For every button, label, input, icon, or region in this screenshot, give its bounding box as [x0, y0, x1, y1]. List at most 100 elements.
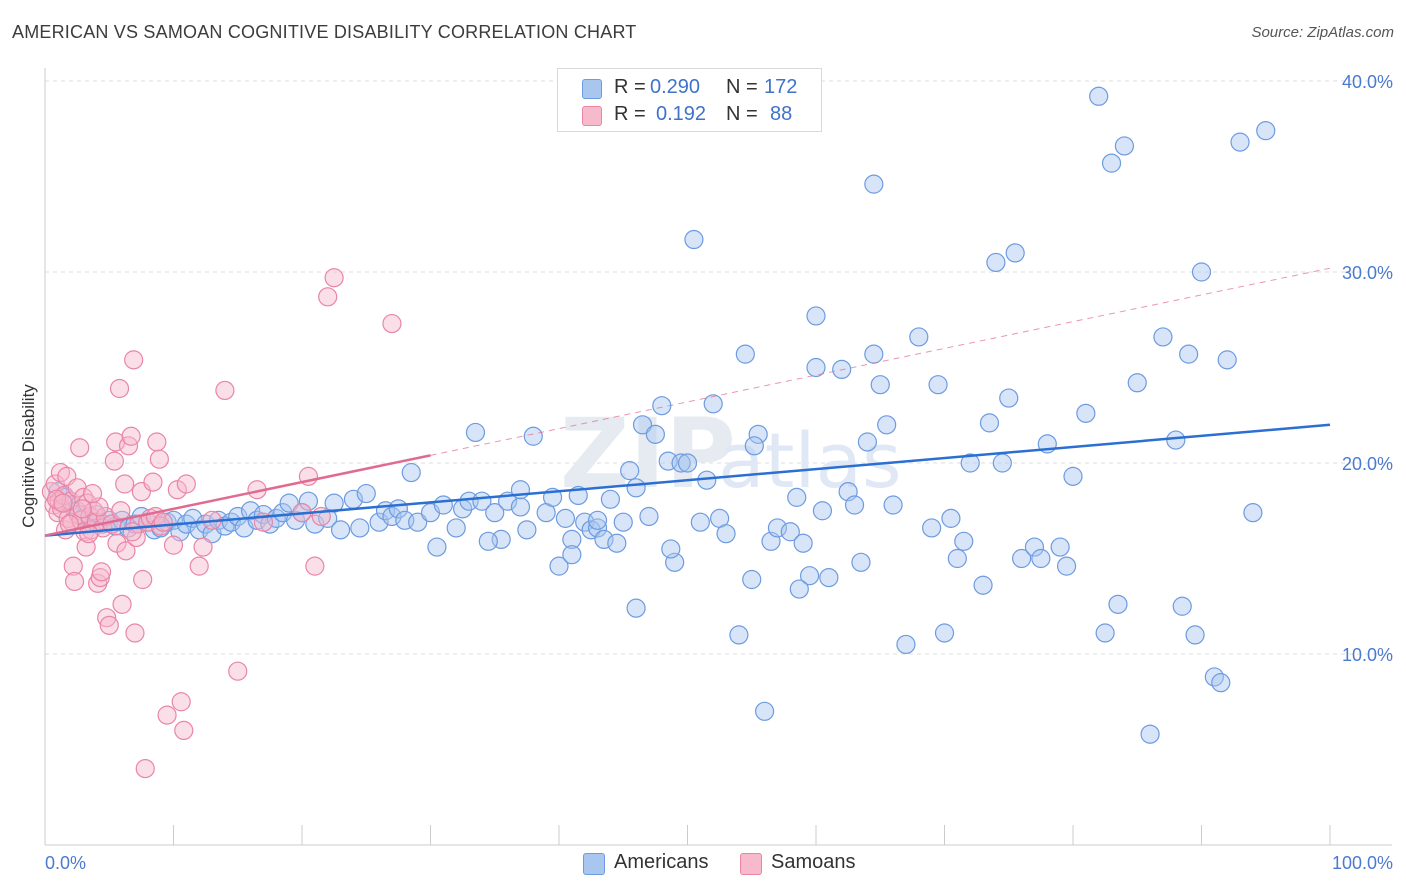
data-point [960, 453, 980, 473]
data-point [1217, 350, 1237, 370]
data-point [562, 529, 582, 550]
data-point [661, 539, 681, 559]
data-point [157, 705, 177, 725]
data-point [143, 472, 163, 492]
data-point [1101, 153, 1122, 173]
legend-label-americans: Americans [614, 851, 709, 873]
data-point [153, 512, 173, 532]
data-points [41, 86, 1276, 779]
y-tick-label: 20.0% [1342, 454, 1393, 474]
data-point [587, 518, 608, 538]
source-label: Source: ZipAtlas.com [1251, 24, 1394, 41]
data-point [1031, 548, 1051, 569]
data-point [318, 287, 338, 307]
data-point [549, 556, 569, 576]
legend-n-label: N = [726, 76, 758, 98]
data-point [690, 512, 710, 532]
data-point [787, 487, 807, 507]
data-point [350, 518, 370, 538]
data-point [754, 701, 775, 721]
data-point [857, 432, 878, 452]
data-point [174, 720, 194, 741]
x-tick-label: 0.0% [45, 853, 86, 873]
data-point [1179, 344, 1199, 364]
data-point [298, 491, 319, 511]
data-point [122, 522, 142, 542]
data-point [109, 378, 130, 399]
data-point [626, 478, 646, 498]
data-point [600, 489, 621, 509]
data-point [485, 503, 505, 523]
data-point [922, 518, 942, 538]
data-point [677, 453, 698, 473]
data-point [1114, 136, 1135, 156]
data-point [478, 531, 498, 551]
data-point [632, 415, 653, 435]
trend-line-samoans [44, 454, 431, 537]
data-point [64, 571, 85, 592]
data-point [864, 344, 884, 364]
data-point [133, 569, 153, 590]
data-point [789, 579, 809, 599]
data-point [228, 661, 248, 681]
data-point [135, 758, 155, 779]
data-point [1063, 466, 1083, 486]
data-point [934, 623, 955, 643]
data-point [645, 424, 665, 444]
data-point [844, 495, 865, 515]
data-point [1140, 724, 1160, 744]
stats-legend: R = 0.290 N = 172 R = 0.192 N = 88 [557, 68, 822, 132]
data-point [992, 453, 1012, 473]
swatch-americans [583, 853, 605, 875]
data-point [806, 357, 826, 378]
legend-n-value: 88 [770, 103, 793, 125]
y-axis-label: Cognitive Disability [19, 384, 38, 528]
data-point [124, 350, 144, 370]
data-point [780, 522, 800, 542]
data-point [446, 518, 466, 538]
data-point [125, 623, 145, 643]
data-point [735, 344, 755, 364]
data-point [1011, 548, 1032, 569]
data-point [1243, 503, 1263, 523]
data-point [620, 461, 640, 481]
data-point [870, 375, 890, 395]
data-point [111, 501, 131, 521]
data-point [812, 501, 833, 521]
data-point [1108, 594, 1128, 614]
data-point [819, 567, 839, 588]
data-point [285, 510, 306, 530]
watermark-atlas: atlas [718, 416, 902, 505]
data-point [53, 493, 73, 513]
data-point [979, 413, 1000, 433]
data-point [116, 541, 136, 561]
data-point [1191, 262, 1212, 282]
trend-lines [44, 267, 1331, 537]
legend-r-label: R = [614, 103, 646, 125]
data-point [115, 474, 135, 494]
data-point [594, 529, 614, 550]
swatch-samoans [740, 853, 762, 875]
data-point [1172, 596, 1192, 616]
data-point [986, 252, 1006, 273]
data-point [1076, 403, 1096, 423]
data-point [215, 380, 235, 401]
data-point [433, 495, 453, 515]
data-point [70, 438, 90, 458]
data-point [149, 449, 169, 469]
data-point [703, 394, 723, 414]
y-tick-label: 40.0% [1342, 72, 1393, 92]
chart-title: AMERICAN VS SAMOAN COGNITIVE DISABILITY … [12, 22, 637, 42]
data-point [909, 327, 929, 347]
data-point [1056, 556, 1077, 576]
data-point [147, 432, 167, 452]
data-point [279, 493, 299, 513]
tick-labels: 10.0% 20.0% 30.0% 40.0% 0.0% 100.0% [45, 72, 1393, 873]
trend-line-americans [44, 423, 1331, 537]
data-point [523, 426, 543, 446]
data-point [1089, 86, 1109, 106]
data-point [864, 174, 884, 194]
series-americans [48, 86, 1276, 744]
legend-r-value: 0.192 [656, 103, 707, 125]
